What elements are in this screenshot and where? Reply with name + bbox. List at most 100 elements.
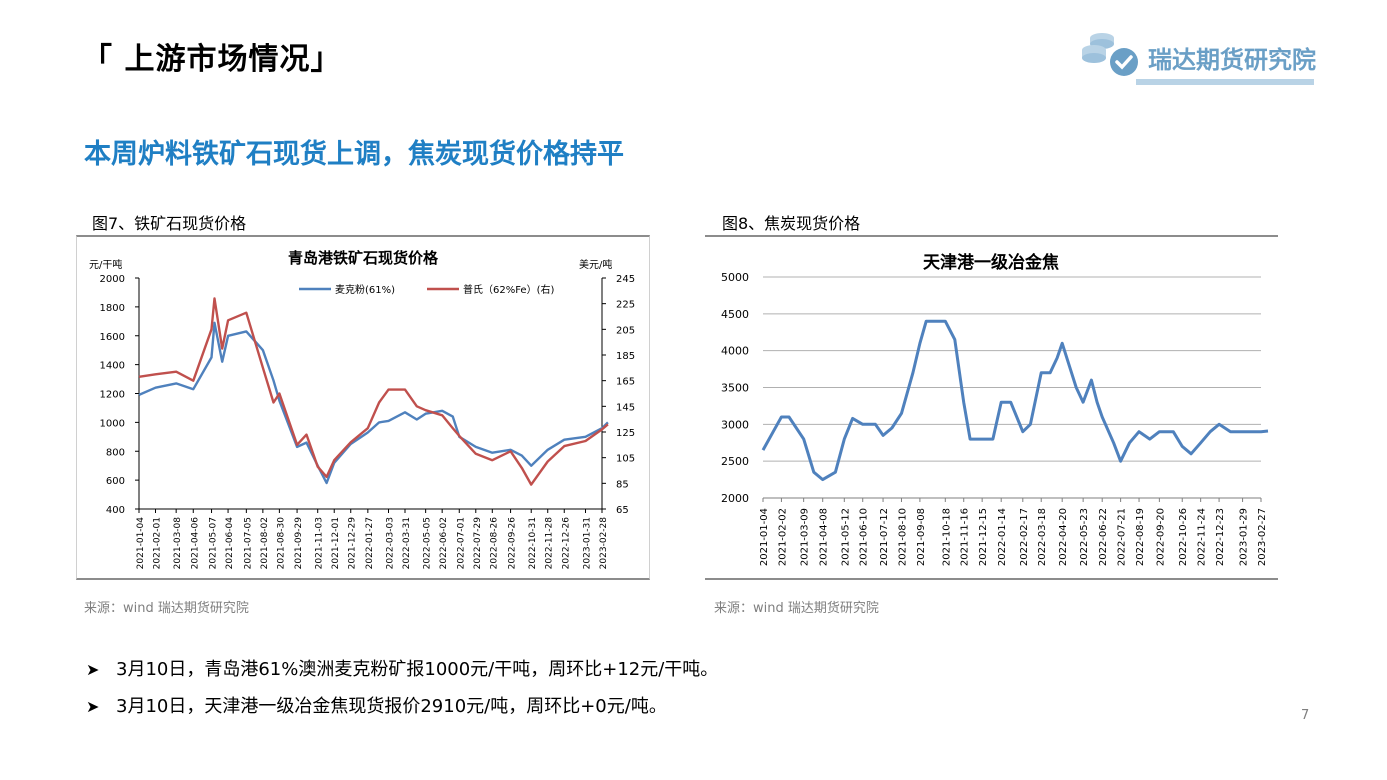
x-tick-label: 2021-08-02	[260, 517, 270, 569]
x-tick-label: 2021-06-04	[225, 517, 235, 570]
x-tick-label: 2021-01-04	[759, 508, 770, 566]
x-tick-label: 2021-04-08	[819, 508, 830, 566]
x-tick-label: 2021-05-12	[840, 508, 851, 566]
x-tick-label: 2022-01-27	[365, 517, 375, 569]
series-line-1	[761, 319, 1269, 482]
x-tick-label: 2023-02-27	[1257, 508, 1268, 566]
x-tick-label: 2021-06-10	[859, 508, 870, 566]
y-tick-left-label: 400	[106, 505, 125, 516]
series-line-1	[138, 321, 609, 485]
x-tick-label: 2022-06-02	[439, 517, 449, 569]
x-tick-label: 2021-07-12	[879, 508, 890, 566]
series-line-2	[138, 297, 609, 486]
x-tick-label: 2022-12-23	[1215, 508, 1226, 566]
y-tick-left-label: 1600	[100, 332, 125, 343]
x-tick-label: 2022-03-31	[402, 517, 412, 569]
x-tick-label: 2022-07-21	[1117, 508, 1128, 566]
arrow-bullet-icon: ➤	[86, 697, 100, 716]
y-tick-right-label: 245	[616, 274, 635, 285]
x-tick-label: 2022-11-24	[1197, 508, 1208, 566]
y-tick-label: 2000	[721, 492, 749, 505]
x-tick-label: 2021-05-07	[209, 517, 219, 569]
x-tick-label: 2023-01-29	[1239, 508, 1250, 566]
chart-title: 天津港一级冶金焦	[923, 252, 1059, 273]
x-tick-label: 2021-04-06	[190, 517, 200, 570]
legend-label-series-2: 普氏（62%Fe）(右)	[463, 283, 554, 296]
y-tick-right-label: 165	[616, 377, 635, 388]
x-tick-label: 2021-03-09	[800, 508, 811, 566]
legend-label-series-1: 麦克粉(61%)	[335, 283, 395, 296]
x-tick-label: 2021-08-10	[897, 508, 908, 566]
x-tick-label: 2022-07-01	[456, 517, 466, 569]
figure7-caption: 图7、铁矿石现货价格	[92, 214, 247, 233]
x-tick-label: 2022-09-20	[1155, 508, 1166, 566]
x-tick-label: 2022-10-31	[528, 517, 538, 569]
page-title: 「 上游市场情况」	[82, 42, 342, 77]
figure8-caption: 图8、焦炭现货价格	[722, 214, 861, 233]
x-tick-label: 2021-07-05	[243, 517, 253, 569]
coke-chart: 天津港一级冶金焦 2000 2500 3000 3500 4000 4500 5000 2021…	[721, 252, 1269, 566]
y-tick-label: 3000	[721, 418, 749, 431]
y-tick-left-label: 1800	[100, 303, 125, 314]
y-tick-right-label: 225	[616, 300, 635, 311]
x-tick-label: 2022-10-26	[1178, 508, 1189, 566]
bullet-item: ➤ 3月10日，天津港一级冶金焦现货报价2910元/吨，周环比+0元/吨。	[86, 692, 667, 718]
x-tick-label: 2022-08-26	[489, 517, 499, 570]
y-tick-label: 4000	[721, 345, 749, 358]
y-tick-left-label: 600	[106, 476, 125, 487]
x-tick-label: 2022-05-05	[423, 517, 433, 569]
y-tick-left-label: 1000	[100, 418, 125, 429]
y-tick-left-label: 2000	[100, 274, 125, 285]
y-tick-right-label: 125	[616, 428, 635, 439]
y-tick-label: 5000	[721, 271, 749, 284]
y-tick-left-label: 1200	[100, 390, 125, 401]
chart-title: 青岛港铁矿石现货价格	[288, 249, 439, 267]
x-tick-label: 2022-12-26	[561, 517, 571, 570]
x-tick-label: 2022-09-26	[508, 517, 518, 570]
y-tick-right-label: 85	[616, 479, 629, 490]
x-tick-label: 2021-12-29	[348, 517, 358, 570]
headline: 本周炉料铁矿石现货上调，焦炭现货价格持平	[84, 139, 624, 170]
y-tick-left-label: 800	[106, 447, 125, 458]
x-tick-label: 2021-12-15	[978, 508, 989, 566]
x-tick-label: 2022-03-18	[1037, 508, 1048, 566]
iron-ore-chart-frame: 青岛港铁矿石现货价格 元/干吨 美元/吨 400 600 800 1000 1200 1400 1…	[76, 235, 650, 580]
x-tick-label: 2021-03-08	[173, 517, 183, 570]
x-tick-label: 2021-10-18	[941, 508, 952, 566]
x-tick-label: 2021-08-30	[276, 517, 286, 570]
y-tick-label: 3500	[721, 382, 749, 395]
x-tick-label: 2022-03-03	[385, 517, 395, 569]
y-tick-right-label: 185	[616, 351, 635, 362]
x-tick-label: 2022-04-20	[1058, 508, 1069, 566]
x-tick-label: 2021-01-04	[136, 517, 146, 570]
x-tick-label: 2022-01-14	[997, 508, 1008, 566]
x-tick-label: 2022-02-17	[1019, 508, 1030, 566]
figure8-source: 来源：wind 瑞达期货研究院	[714, 601, 879, 616]
bullet-text: 3月10日，天津港一级冶金焦现货报价2910元/吨，周环比+0元/吨。	[116, 696, 667, 717]
arrow-bullet-icon: ➤	[86, 660, 100, 679]
coins-check-icon	[1082, 33, 1138, 76]
y-tick-right-label: 65	[616, 505, 629, 516]
y-tick-right-label: 105	[616, 454, 635, 465]
page-number: 7	[1301, 708, 1310, 723]
y-axis-left-label: 元/干吨	[89, 258, 122, 271]
bullet-text: 3月10日，青岛港61%澳洲麦克粉矿报1000元/干吨，周环比+12元/干吨。	[116, 659, 719, 680]
x-tick-label: 2023-02-28	[599, 517, 609, 570]
y-tick-label: 2500	[721, 455, 749, 468]
x-tick-label: 2021-12-01	[331, 517, 341, 569]
logo-text: 瑞达期货研究院	[1148, 46, 1316, 74]
x-tick-label: 2022-06-22	[1098, 508, 1109, 566]
logo	[1078, 28, 1314, 86]
x-tick-label: 2023-01-31	[582, 517, 592, 569]
logo-underline	[1136, 79, 1314, 85]
x-tick-label: 2021-09-29	[294, 517, 304, 570]
x-tick-label: 2022-11-28	[545, 517, 555, 570]
y-tick-label: 4500	[721, 308, 749, 321]
bullet-item: ➤ 3月10日，青岛港61%澳洲麦克粉矿报1000元/干吨，周环比+12元/干吨。	[86, 655, 718, 681]
y-tick-left-label: 1400	[100, 361, 125, 372]
x-tick-label: 2022-08-19	[1135, 508, 1146, 566]
x-tick-label: 2022-07-29	[473, 517, 483, 570]
x-tick-label: 2021-11-03	[315, 517, 325, 569]
x-tick-label: 2022-05-23	[1079, 508, 1090, 566]
